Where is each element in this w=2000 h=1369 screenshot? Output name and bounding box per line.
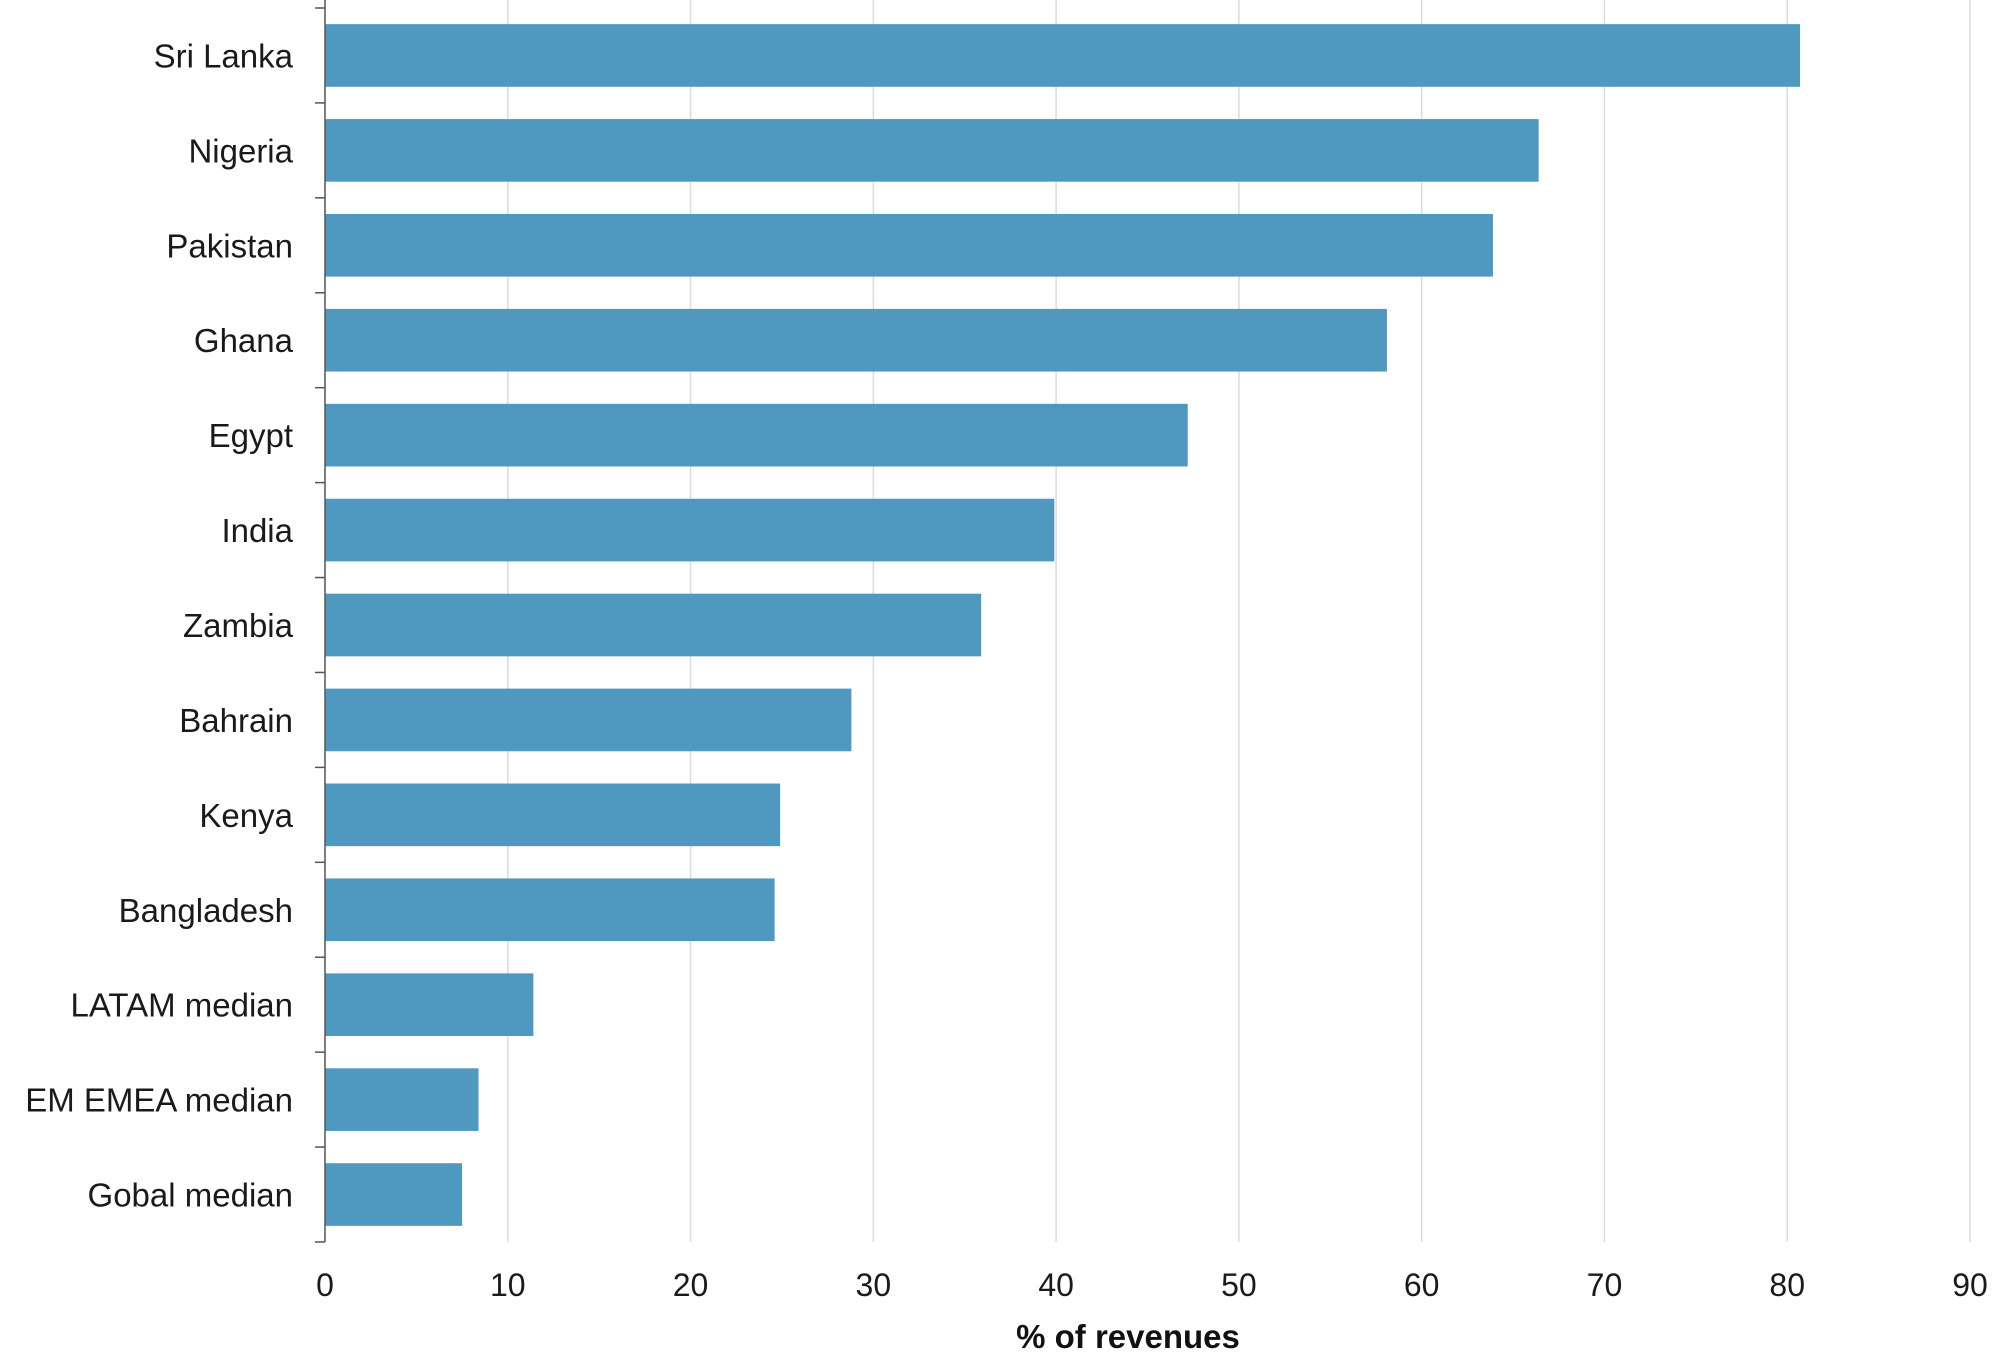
- bar: [325, 593, 982, 657]
- bar: [325, 403, 1188, 467]
- bar: [325, 878, 775, 942]
- bar: [325, 973, 534, 1037]
- x-tick-label: 80: [1769, 1267, 1805, 1303]
- category-label: EM EMEA median: [25, 1082, 293, 1119]
- x-tick-label: 70: [1587, 1267, 1623, 1303]
- category-label: LATAM median: [70, 987, 293, 1024]
- bar: [325, 1068, 479, 1131]
- gridlines: [507, 0, 1971, 1242]
- category-axis: [315, 0, 326, 1243]
- bar: [325, 213, 1493, 277]
- x-tick-label: 30: [856, 1267, 892, 1303]
- bars: [325, 24, 1801, 1226]
- bar: [325, 1163, 463, 1226]
- x-tick-label: 60: [1404, 1267, 1440, 1303]
- x-tick-label: 50: [1221, 1267, 1257, 1303]
- x-tick-label: 10: [490, 1267, 526, 1303]
- x-tick-labels: 0 10 20 30 40 50 60 70 80 90: [316, 1267, 1988, 1303]
- category-label: Egypt: [209, 417, 293, 454]
- x-axis-title: % of revenues: [1016, 1318, 1240, 1355]
- category-label: Bangladesh: [119, 892, 293, 929]
- bar: [325, 688, 852, 752]
- bar: [325, 498, 1055, 562]
- category-label: Gobal median: [88, 1177, 293, 1214]
- bar: [325, 783, 781, 847]
- category-label: Sri Lanka: [154, 37, 294, 74]
- category-label: Ghana: [194, 322, 294, 359]
- bar: [325, 119, 1539, 182]
- x-tick-label: 40: [1038, 1267, 1074, 1303]
- x-tick-label: 90: [1952, 1267, 1988, 1303]
- bar: [325, 24, 1801, 87]
- category-label: Bahrain: [179, 702, 293, 739]
- category-label: Kenya: [199, 797, 293, 834]
- x-tick-label: 0: [316, 1267, 334, 1303]
- bar: [325, 308, 1387, 372]
- category-label: Pakistan: [166, 227, 293, 264]
- category-label: Nigeria: [188, 132, 293, 169]
- category-labels: Sri Lanka Nigeria Pakistan Ghana Egypt India Z…: [25, 37, 293, 1213]
- category-label: India: [221, 512, 293, 549]
- x-tick-label: 20: [673, 1267, 709, 1303]
- category-label: Zambia: [183, 607, 294, 644]
